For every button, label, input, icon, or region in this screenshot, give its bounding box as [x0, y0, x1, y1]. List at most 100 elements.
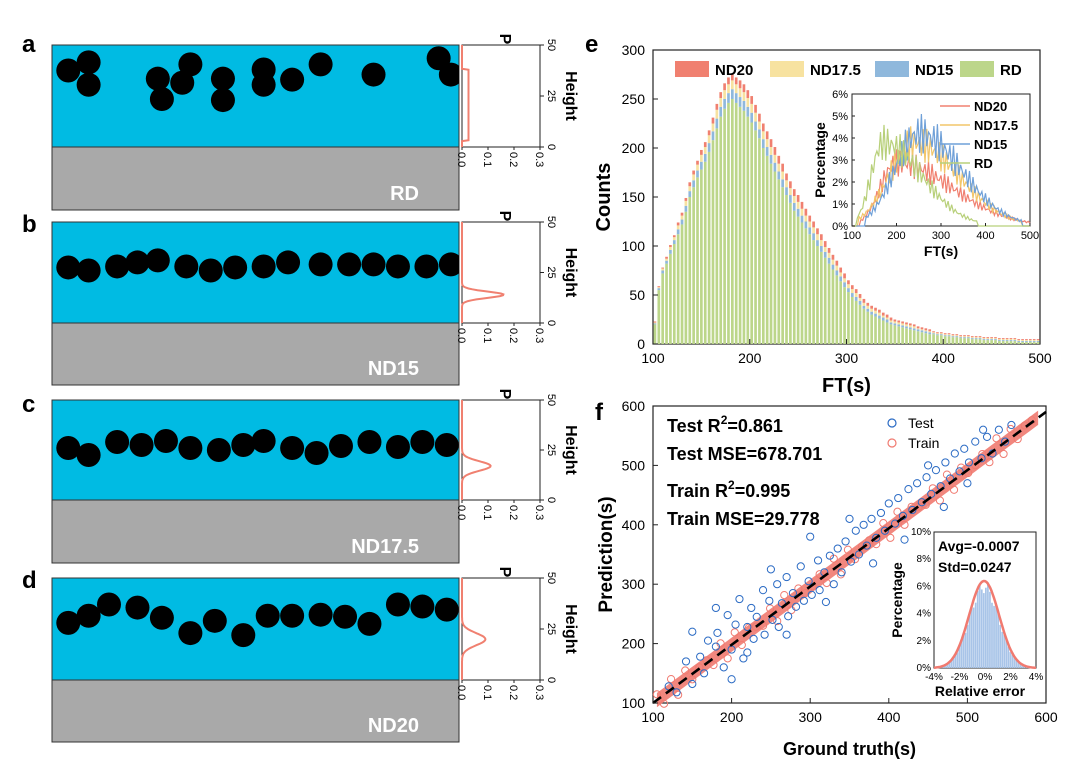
particle — [149, 87, 174, 112]
substrate-d — [51, 679, 460, 743]
particle — [206, 438, 231, 462]
train-point — [666, 674, 676, 684]
bar-nd20 — [843, 273, 846, 279]
y-tick-label-e: 250 — [622, 91, 646, 107]
bar-rd — [831, 269, 835, 344]
inset-std-label: Std=0.0247 — [938, 559, 1012, 575]
y-axis-label-f: Prediction(s) — [596, 496, 617, 612]
bar-nd15 — [843, 282, 846, 288]
test-point — [696, 652, 705, 661]
particle — [76, 72, 101, 97]
bar-rd — [653, 324, 657, 344]
train-point — [978, 449, 987, 459]
bar-rd — [820, 251, 823, 344]
height-tick-label: 50 — [545, 394, 557, 406]
test-point — [749, 634, 758, 643]
bar-nd175 — [990, 338, 993, 340]
inset-hist-bar — [1021, 664, 1024, 668]
particle — [361, 62, 386, 87]
bar-nd15 — [707, 143, 711, 152]
bar-nd175 — [672, 237, 676, 241]
stat-annotation: Train R2=0.995 — [667, 478, 790, 501]
inset-hist-bar — [974, 602, 977, 668]
bar-nd20 — [684, 197, 688, 201]
bar-nd175 — [657, 287, 661, 289]
inset-normal-fit — [933, 579, 1037, 670]
bar-nd15 — [820, 246, 823, 252]
inset-hist-bar — [1015, 660, 1018, 668]
bar-nd20 — [742, 84, 746, 93]
bar-nd175 — [758, 121, 761, 130]
inset-hist-bar — [987, 583, 989, 668]
bar-rd — [669, 253, 672, 344]
bar-nd175 — [854, 293, 858, 297]
test-point — [977, 454, 986, 463]
bar-rd — [661, 273, 665, 344]
particle — [76, 603, 101, 628]
bar-nd15 — [1028, 341, 1032, 343]
panel-name-c: ND17.5 — [351, 536, 419, 558]
panel-name-a: RD — [390, 183, 419, 205]
bar-nd20 — [994, 337, 997, 339]
test-point — [894, 493, 903, 503]
p-tick-label: 0.0 — [455, 152, 467, 167]
bar-nd20 — [893, 319, 897, 322]
bar-nd175 — [920, 329, 924, 331]
bar-rd — [986, 340, 990, 344]
inset-hist-bar — [995, 606, 997, 668]
bar-rd — [885, 322, 889, 344]
bar-rd — [967, 338, 970, 344]
particle — [434, 433, 459, 457]
bar-nd175 — [974, 337, 978, 339]
train-point — [893, 507, 902, 516]
bar-nd20 — [936, 332, 939, 334]
test-point — [731, 620, 740, 629]
bar-nd20 — [928, 329, 932, 332]
bar-nd15 — [723, 99, 726, 109]
bar-nd20 — [653, 321, 657, 323]
bar-nd15 — [1013, 340, 1017, 342]
bar-nd20 — [885, 314, 889, 318]
particle — [145, 66, 170, 91]
bar-rd — [719, 116, 723, 344]
bar-nd15 — [955, 336, 959, 338]
bar-nd175 — [823, 246, 827, 252]
bar-nd20 — [707, 130, 711, 136]
bar-nd15 — [665, 260, 668, 264]
bar-rd — [928, 334, 932, 344]
legend-swatch-e — [960, 61, 994, 77]
bar-nd20 — [800, 201, 804, 209]
particle — [178, 52, 203, 77]
bar-rd — [785, 195, 788, 344]
bar-nd175 — [970, 337, 974, 339]
test-point — [807, 590, 816, 599]
test-point — [760, 630, 769, 639]
height-tick-label: 0 — [545, 677, 557, 683]
inset-x-tick-label-f: -2% — [951, 672, 969, 683]
bar-rd — [727, 102, 730, 344]
bar-rd — [746, 116, 750, 344]
test-point — [971, 437, 980, 446]
bar-rd — [847, 292, 850, 344]
bar-nd15 — [789, 195, 792, 203]
inset-hist-bar — [950, 660, 953, 668]
p-tick-label: 0.1 — [481, 328, 493, 343]
test-point — [829, 580, 838, 589]
inset-y-tick-label-f: 10% — [911, 527, 931, 538]
particle — [255, 603, 280, 628]
particle — [105, 254, 130, 279]
test-point — [1001, 437, 1010, 446]
test-point — [788, 589, 798, 598]
bar-nd175 — [800, 208, 804, 216]
inset-hist-bar — [976, 590, 979, 668]
test-point — [758, 586, 768, 595]
bar-nd175 — [808, 221, 812, 228]
bar-nd20 — [665, 256, 668, 259]
bar-nd15 — [777, 171, 781, 180]
y-tick-label-e: 300 — [622, 42, 646, 58]
inset-hist-bar — [964, 632, 967, 668]
bar-nd20 — [777, 155, 781, 164]
bar-nd20 — [951, 334, 955, 336]
inset-hist-bar — [1019, 664, 1022, 668]
bar-nd20 — [916, 326, 920, 329]
